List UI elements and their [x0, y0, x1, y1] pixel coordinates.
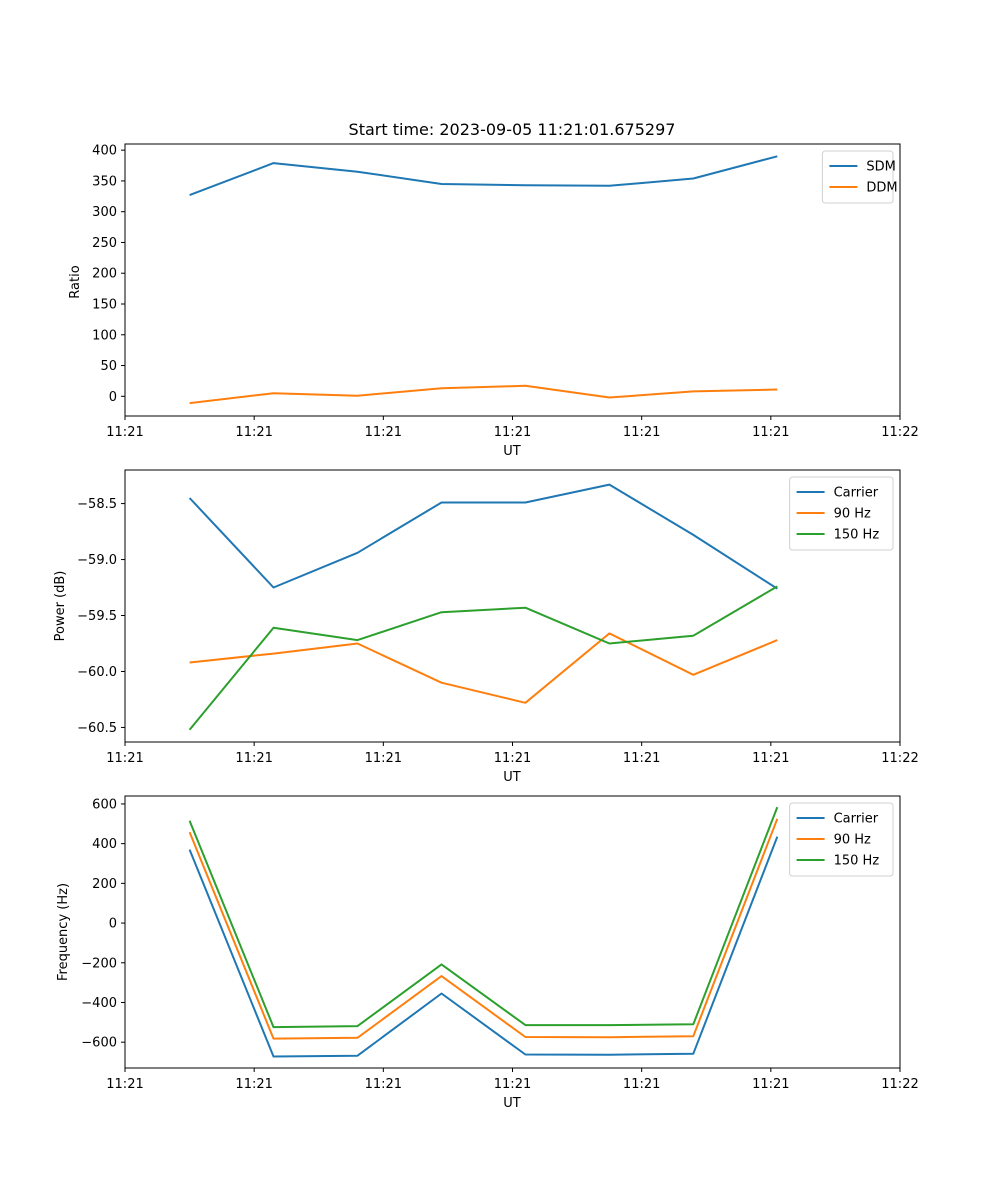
x-tick-label: 11:21	[235, 751, 272, 766]
x-tick-label: 11:21	[752, 425, 789, 440]
legend-frame	[821, 150, 894, 204]
y-ticks: −600 −400 −200 0 200 400 600	[81, 797, 125, 1051]
y-tick-label: −59.5	[77, 609, 117, 624]
y-tick-label: 250	[92, 236, 117, 251]
y-tick-label: −58.5	[77, 497, 117, 512]
y-tick-label: −200	[81, 956, 117, 971]
legend: Carrier 90 Hz 150 Hz	[789, 476, 894, 551]
legend-label: DDM	[866, 181, 897, 196]
y-tick-label: 200	[92, 267, 117, 282]
x-axis-label: UT	[503, 770, 521, 785]
x-ticks: 11:21 11:21 11:21 11:21 11:21 11:21 11:22	[106, 1068, 919, 1092]
series-line-ddm	[189, 384, 778, 405]
x-tick-label: 11:21	[106, 751, 143, 766]
legend-label: 150 Hz	[834, 854, 880, 869]
y-tick-label: 350	[92, 174, 117, 189]
legend-frame	[789, 476, 894, 551]
series-layer	[189, 155, 778, 405]
series-layer	[188, 483, 778, 731]
series-layer	[188, 806, 779, 1058]
x-ticks: 11:21 11:21 11:21 11:21 11:21 11:21 11:22	[106, 742, 919, 766]
x-tick-label: 11:21	[752, 751, 789, 766]
y-tick-label: 400	[92, 837, 117, 852]
legend-label: 90 Hz	[834, 507, 871, 522]
x-tick-label: 11:21	[365, 751, 402, 766]
x-tick-label: 11:21	[235, 425, 272, 440]
y-tick-label: −60.0	[77, 665, 117, 680]
y-tick-label: 100	[92, 328, 117, 343]
x-tick-label: 11:21	[365, 425, 402, 440]
series-line-90-hz	[189, 632, 778, 704]
x-tick-label: 11:21	[494, 425, 531, 440]
legend-label: Carrier	[834, 812, 879, 827]
x-tick-label: 11:22	[881, 425, 918, 440]
y-tick-label: 0	[109, 917, 117, 932]
y-tick-label: 300	[92, 205, 117, 220]
x-tick-label: 11:21	[623, 425, 660, 440]
series-line-90-hz	[188, 818, 779, 1040]
y-tick-label: 200	[92, 877, 117, 892]
legend: Carrier 90 Hz 150 Hz	[789, 802, 894, 877]
x-tick-label: 11:21	[106, 1077, 143, 1092]
series-line-carrier	[188, 483, 778, 590]
power-panel: 11:21 11:21 11:21 11:21 11:21 11:21 11:22 −60.…	[53, 469, 919, 785]
x-tick-label: 11:21	[235, 1077, 272, 1092]
x-axis-label: UT	[503, 444, 521, 459]
y-tick-label: 400	[92, 144, 117, 159]
y-tick-label: −600	[81, 1036, 117, 1051]
legend-label: 150 Hz	[834, 528, 880, 543]
y-tick-label: −60.5	[77, 721, 117, 736]
x-axis-label: UT	[503, 1096, 521, 1111]
y-tick-label: −59.0	[77, 553, 117, 568]
x-tick-label: 11:21	[106, 425, 143, 440]
y-tick-label: 50	[100, 359, 117, 374]
y-axis-label: Ratio	[68, 265, 83, 298]
legend-frame	[789, 802, 894, 877]
chart-title: Start time: 2023-09-05 11:21:01.675297	[349, 120, 676, 139]
legend-label: 90 Hz	[834, 833, 871, 848]
legend-label: Carrier	[834, 486, 879, 501]
x-tick-label: 11:21	[494, 1077, 531, 1092]
frequency-panel: 11:21 11:21 11:21 11:21 11:21 11:21 11:22 −600…	[56, 795, 919, 1111]
x-tick-label: 11:22	[881, 1077, 918, 1092]
x-tick-label: 11:21	[365, 1077, 402, 1092]
legend: SDM DDM	[821, 150, 898, 204]
y-tick-label: −400	[81, 996, 117, 1011]
x-tick-label: 11:21	[623, 751, 660, 766]
x-tick-label: 11:21	[752, 1077, 789, 1092]
x-ticks: 11:21 11:21 11:21 11:21 11:21 11:21 11:22	[106, 416, 919, 440]
series-line-150-hz	[188, 585, 778, 731]
y-tick-label: 150	[92, 298, 117, 313]
x-tick-label: 11:21	[494, 751, 531, 766]
y-ticks: 0 50 100 150 200 250 300 350 400	[92, 144, 125, 405]
y-tick-label: 600	[92, 797, 117, 812]
x-tick-label: 11:21	[623, 1077, 660, 1092]
y-axis-label: Power (dB)	[53, 571, 68, 642]
series-line-150-hz	[188, 806, 779, 1029]
y-axis-label: Frequency (Hz)	[56, 883, 71, 981]
y-tick-label: 0	[109, 390, 117, 405]
series-line-sdm	[189, 155, 778, 197]
ratio-panel: Start time: 2023-09-05 11:21:01.675297 1…	[68, 120, 919, 459]
series-line-carrier	[188, 836, 779, 1058]
legend-label: SDM	[866, 160, 895, 175]
y-ticks: −60.5 −60.0 −59.5 −59.0 −58.5	[77, 497, 125, 736]
x-tick-label: 11:22	[881, 751, 918, 766]
